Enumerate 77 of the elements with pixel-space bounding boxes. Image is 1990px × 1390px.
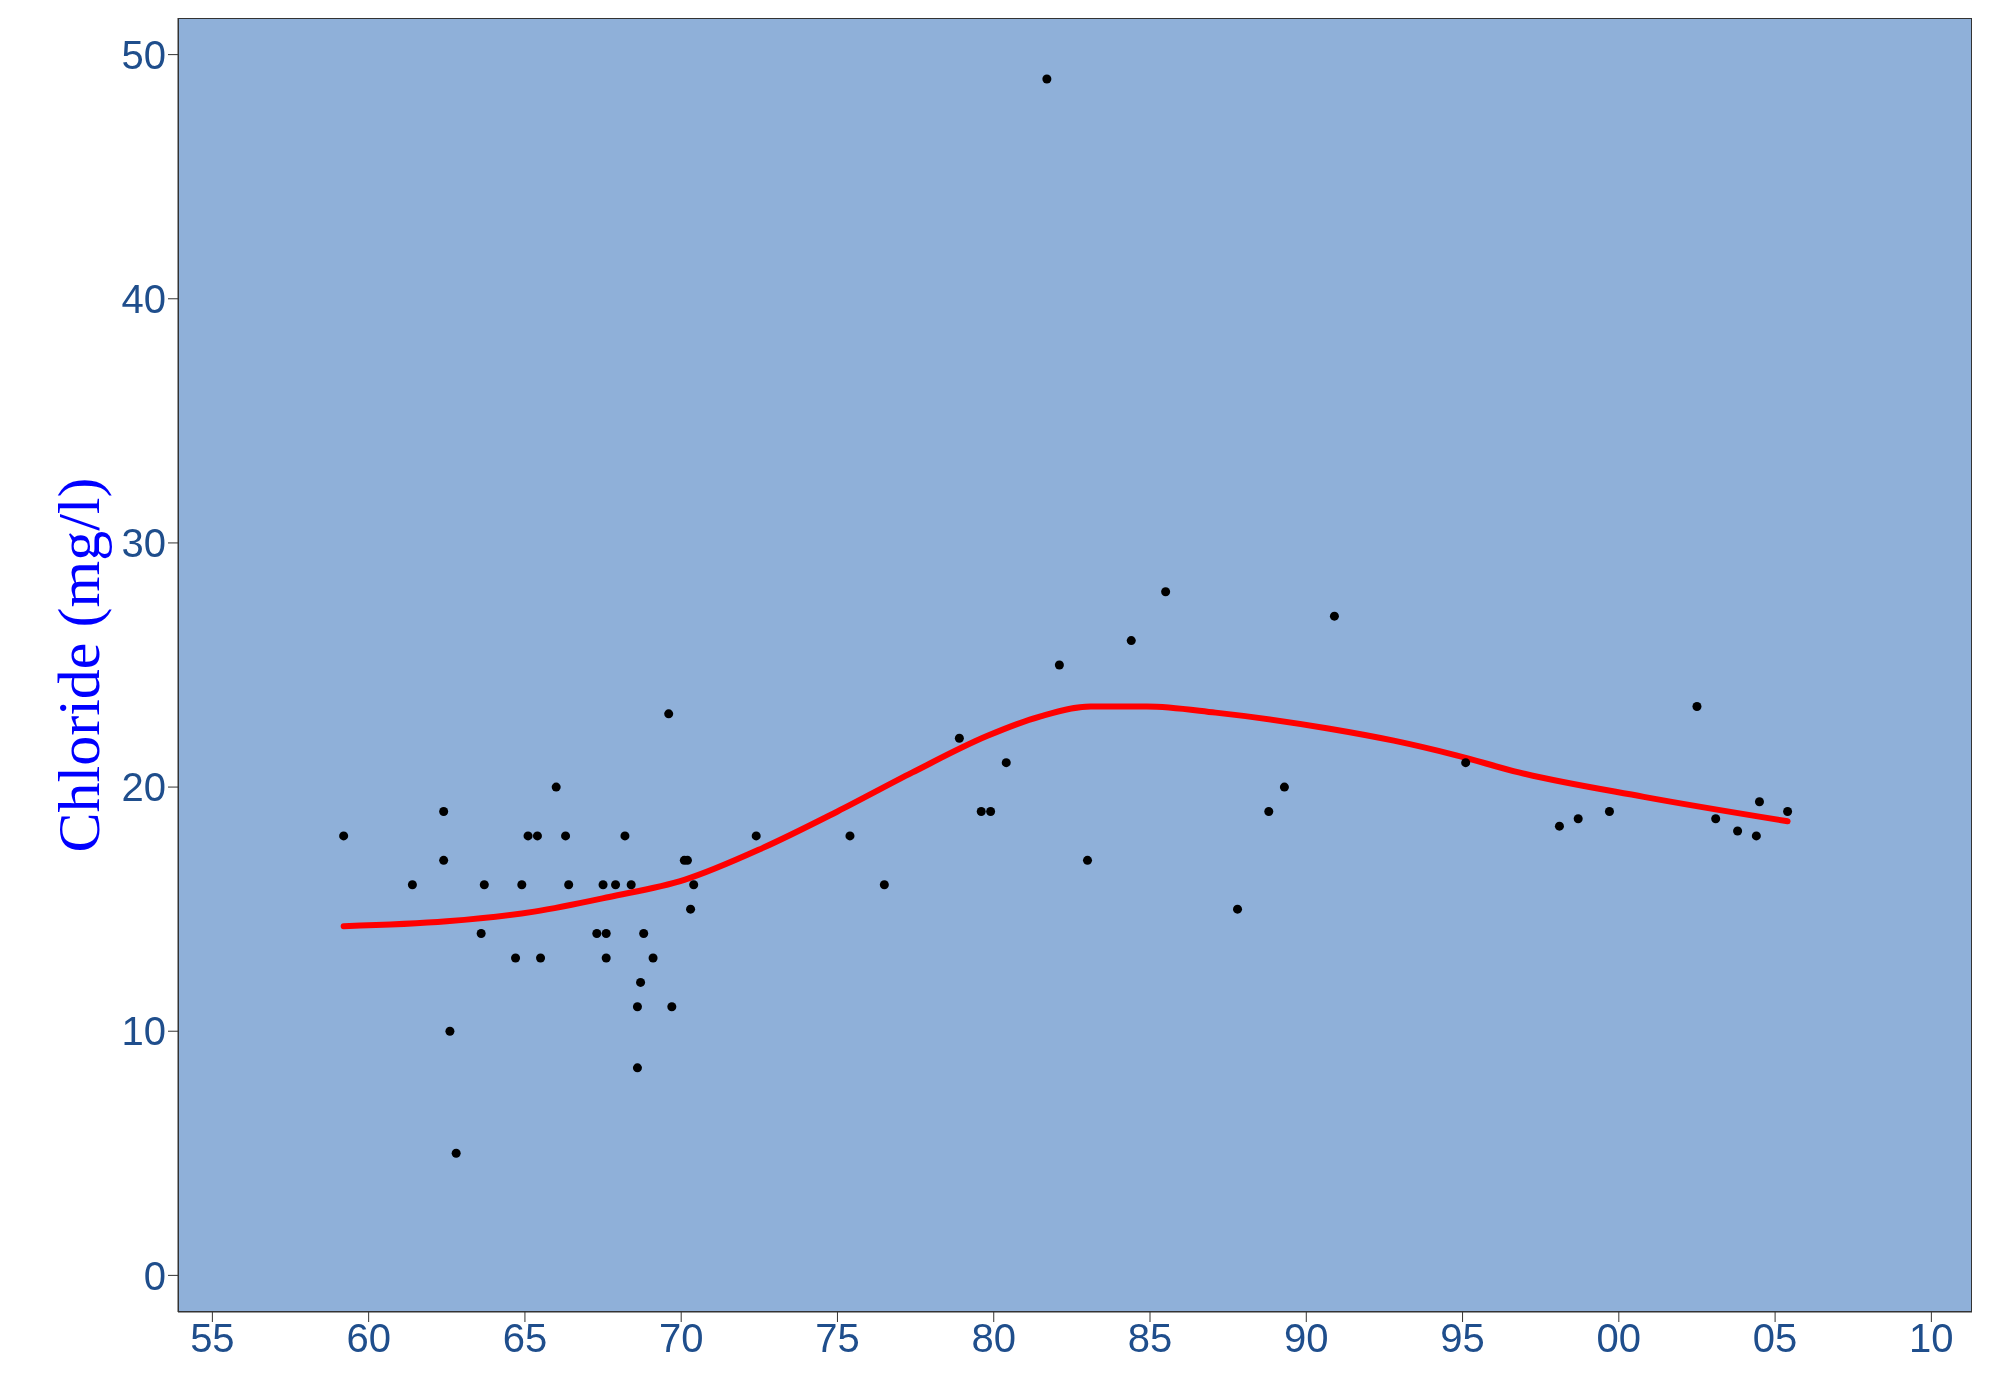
point [1554,821,1564,831]
x-tick-label: 55 [190,1316,235,1361]
point [564,880,574,890]
x-tick-label: 80 [971,1316,1016,1361]
point [611,880,621,890]
point [439,855,449,865]
point [751,831,761,841]
point [689,880,699,890]
point [686,904,696,914]
point [517,880,527,890]
x-tick-label: 10 [1909,1316,1954,1361]
y-tick-label: 40 [121,276,166,321]
point [1264,806,1274,816]
y-tick-label: 30 [121,521,166,566]
point [620,831,630,841]
x-tick-label: 60 [346,1316,391,1361]
y-tick-label: 0 [143,1253,166,1298]
point [1042,74,1052,84]
point [551,782,561,792]
point [476,929,486,939]
point [986,806,996,816]
point [1082,855,1093,865]
point [592,929,602,939]
point [598,880,608,890]
point [561,831,571,841]
y-tick-label: 50 [121,32,166,77]
y-tick-label: 10 [121,1009,166,1054]
point [532,831,542,841]
point [667,1002,677,1012]
point [1329,611,1339,621]
point [1054,660,1064,670]
x-tick-label: 95 [1440,1316,1485,1361]
point [536,953,546,963]
point [636,977,646,987]
point [976,806,986,816]
x-tick-label: 05 [1752,1316,1798,1361]
point [407,880,417,890]
point [1001,758,1011,768]
point [479,880,489,890]
point [1461,758,1471,768]
point [1733,826,1743,836]
point [626,880,636,890]
point [879,880,889,890]
point [1711,814,1721,824]
x-tick-label: 90 [1284,1316,1329,1361]
x-tick-label: 85 [1127,1316,1173,1361]
point [648,953,658,963]
y-tick-label: 20 [121,765,166,810]
x-tick-label: 75 [815,1316,860,1361]
point [664,709,674,719]
point [1233,904,1243,914]
point [445,1026,455,1036]
point [632,1002,642,1012]
point [954,733,964,743]
point [1126,636,1136,646]
point [1751,831,1761,841]
point [601,953,611,963]
point [1161,587,1171,597]
point [1279,782,1289,792]
point [1692,702,1702,712]
point [523,831,533,841]
point [439,806,449,816]
point [1604,806,1614,816]
point [511,953,521,963]
x-tick-label: 65 [502,1316,548,1361]
point [1783,806,1793,816]
point [339,831,349,841]
x-tick-label: 70 [658,1316,704,1361]
point [845,831,855,841]
y-axis-title: Chloride (mg/l) [46,477,113,853]
point [601,929,611,939]
point [632,1063,642,1073]
x-tick-label: 00 [1596,1316,1642,1361]
point [1573,814,1583,824]
point [451,1148,461,1158]
point [639,929,649,939]
point [1754,797,1764,807]
